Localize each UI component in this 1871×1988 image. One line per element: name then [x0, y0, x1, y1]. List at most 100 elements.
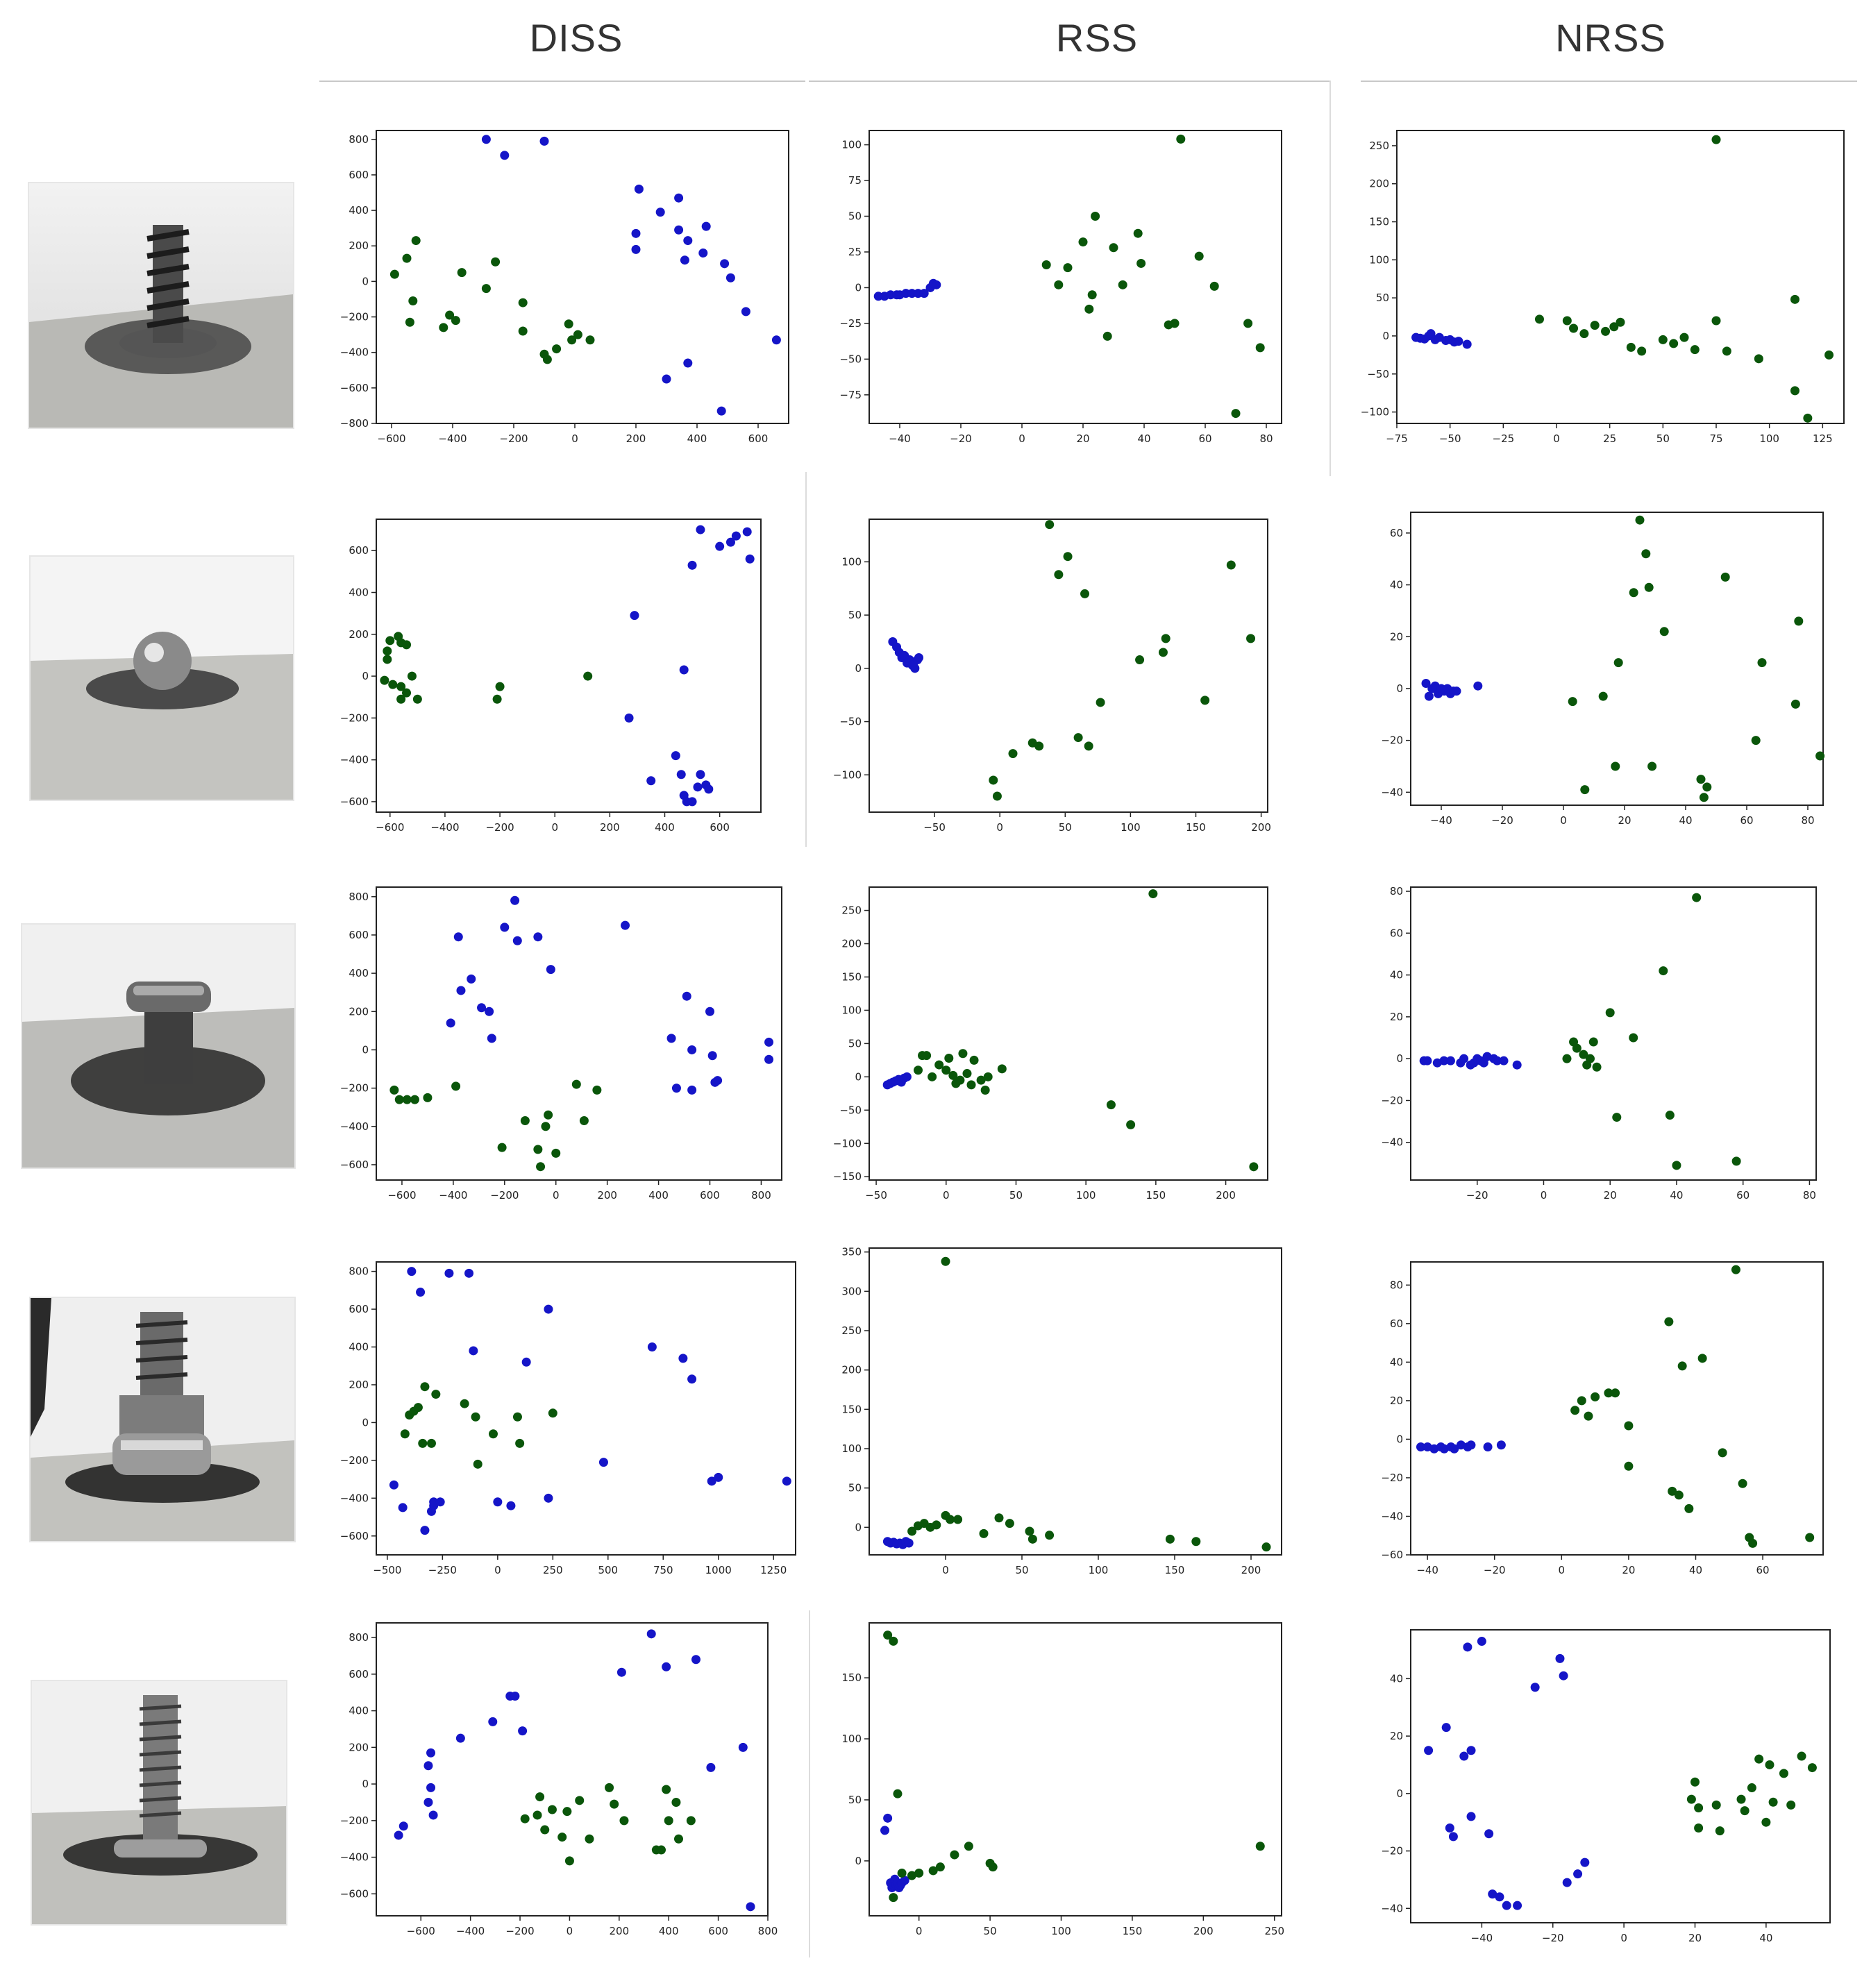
y-tick-label: −400 [340, 346, 369, 359]
y-tick-label: 100 [1369, 253, 1389, 266]
data-point-green [544, 1110, 553, 1120]
data-point-green [671, 1797, 681, 1807]
x-tick-label: 0 [1559, 1564, 1566, 1576]
data-point-green [552, 344, 562, 354]
header-rss: RSS [1055, 16, 1139, 60]
data-point-green [1209, 281, 1219, 291]
data-point-green [1720, 572, 1730, 582]
data-point-green [1736, 1794, 1746, 1804]
data-point-green [1570, 1406, 1580, 1415]
data-point-blue [416, 1288, 426, 1297]
data-point-blue [598, 1458, 608, 1467]
x-tick-label: 600 [708, 1925, 728, 1937]
data-point-blue [621, 920, 630, 930]
data-point-blue [539, 136, 549, 146]
scatter-diss-row-1: −600 −400 −200 0 200 400 600 −800 −600 −400 −200 0 2… [340, 130, 789, 445]
data-point-blue [764, 1037, 774, 1047]
scatter-diss-row-3: −600 −400 −200 0 200 400 600 800 −600 −400 −200 0 20… [340, 886, 782, 1202]
data-point-blue [710, 1077, 720, 1087]
data-point-blue [1477, 1637, 1486, 1646]
data-point-green [1715, 1826, 1725, 1836]
data-point-green [1027, 1534, 1037, 1544]
x-tick-label: 200 [1193, 1925, 1214, 1937]
y-tick-label: 0 [1396, 682, 1403, 695]
data-point-green [533, 1145, 543, 1154]
y-tick-label: 250 [841, 1324, 862, 1337]
y-tick-label: 150 [1369, 216, 1389, 228]
x-tick-label: 0 [996, 821, 1003, 834]
data-point-green [907, 1871, 916, 1880]
y-tick-label: 40 [1390, 579, 1403, 591]
data-point-blue [510, 1692, 520, 1701]
data-point-green [1054, 570, 1064, 580]
data-point-blue [1495, 1892, 1504, 1902]
data-point-green [983, 1072, 993, 1081]
data-point-green [932, 1520, 941, 1530]
data-point-green [1106, 1100, 1116, 1110]
y-tick-label: 0 [1396, 1433, 1403, 1445]
y-tick-label: 50 [848, 609, 862, 621]
y-tick-label: −50 [1367, 368, 1389, 380]
scatter-rss-row-2: −50 0 50 100 150 200 −100 −50 0 50 100 [833, 519, 1271, 834]
x-tick-label: −400 [456, 1925, 485, 1937]
y-tick-label: 800 [349, 133, 369, 146]
data-point-green [946, 1515, 955, 1524]
x-tick-label: 100 [1759, 432, 1779, 445]
data-point-green [1679, 332, 1689, 342]
y-tick-label: 250 [841, 904, 862, 917]
scatter-nrss-row-3: −20 0 20 40 60 80 −40 −20 0 20 40 60 80 [1381, 885, 1817, 1202]
y-tick-label: −40 [1381, 786, 1403, 798]
data-point-blue [1424, 1746, 1434, 1755]
data-point-green [1136, 258, 1146, 268]
x-tick-label: −25 [1493, 432, 1515, 445]
y-tick-label: −600 [340, 1530, 369, 1542]
data-point-green [1078, 237, 1088, 247]
data-point-blue [731, 531, 741, 541]
data-point-blue [634, 184, 644, 194]
data-point-green [547, 1805, 557, 1814]
data-point-green [1790, 386, 1799, 396]
x-tick-label: −400 [439, 1189, 467, 1202]
scatter-nrss-row-5: −40 −20 0 20 40 −40 −20 0 20 40 [1381, 1629, 1831, 1944]
data-point-green [380, 675, 389, 685]
x-tick-label: −50 [865, 1189, 887, 1202]
y-tick-label: −200 [340, 311, 369, 323]
x-tick-label: −500 [373, 1564, 401, 1576]
x-tick-label: 20 [1618, 814, 1631, 827]
data-point-blue [510, 895, 520, 905]
x-tick-label: 100 [1076, 1189, 1096, 1202]
data-point-blue [533, 932, 543, 942]
x-tick-label: 0 [943, 1189, 950, 1202]
data-point-green [1109, 243, 1118, 253]
data-point-blue [1499, 1056, 1509, 1065]
header-diss: DISS [529, 16, 623, 60]
y-tick-label: 60 [1390, 927, 1403, 939]
data-point-blue [624, 713, 634, 723]
x-tick-label: 600 [710, 821, 730, 834]
data-point-green [412, 694, 422, 704]
data-point-green [1041, 260, 1051, 270]
data-point-green [1084, 304, 1094, 314]
data-point-green [548, 1408, 557, 1418]
x-tick-label: 1250 [760, 1564, 787, 1576]
x-tick-label: 80 [1259, 432, 1273, 445]
data-point-green [1754, 354, 1763, 364]
y-tick-label: 200 [349, 239, 369, 252]
data-point-green [964, 1842, 973, 1851]
data-point-blue [706, 1762, 716, 1772]
data-point-blue [914, 652, 924, 662]
data-point-green [1249, 1162, 1259, 1172]
data-point-blue [487, 1034, 496, 1043]
data-point-green [907, 1526, 917, 1536]
plot-frame [1410, 886, 1817, 1181]
y-tick-label: 800 [349, 1631, 369, 1644]
data-point-green [451, 1081, 461, 1091]
data-point-blue [1463, 1642, 1473, 1652]
data-point-blue [900, 1876, 909, 1885]
data-point-green [897, 1868, 907, 1878]
x-tick-label: 60 [1198, 432, 1211, 445]
data-point-blue [696, 525, 705, 534]
scatter-nrss-row-2: −40 −20 0 20 40 60 80 −40 −20 0 20 40 60 [1381, 512, 1825, 827]
data-point-green [1647, 761, 1657, 771]
y-tick-label: 0 [855, 1855, 862, 1867]
